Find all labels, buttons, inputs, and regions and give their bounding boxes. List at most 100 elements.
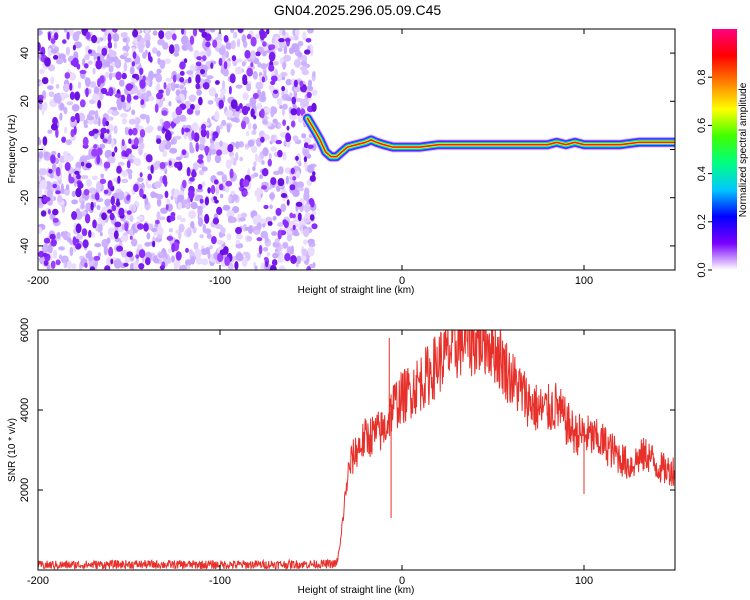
noise-speckle bbox=[39, 179, 48, 190]
noise-speckle bbox=[182, 179, 187, 189]
noise-speckle bbox=[277, 229, 282, 240]
noise-speckle bbox=[261, 90, 266, 101]
noise-speckle bbox=[185, 259, 192, 267]
noise-speckle bbox=[208, 245, 213, 250]
noise-speckle bbox=[201, 166, 208, 172]
noise-speckle bbox=[197, 217, 204, 227]
noise-speckle bbox=[55, 166, 61, 177]
noise-speckle bbox=[139, 172, 143, 178]
noise-speckle bbox=[282, 103, 288, 110]
noise-speckle bbox=[135, 254, 140, 259]
noise-speckle bbox=[72, 44, 76, 51]
noise-speckle bbox=[184, 132, 193, 137]
y-tick-label: 0 bbox=[19, 146, 31, 152]
noise-speckle bbox=[289, 114, 298, 120]
noise-speckle bbox=[209, 29, 216, 33]
noise-speckle bbox=[69, 91, 75, 100]
noise-speckle bbox=[137, 177, 144, 183]
noise-speckle bbox=[235, 152, 239, 161]
noise-speckle bbox=[130, 205, 135, 214]
noise-speckle bbox=[223, 61, 228, 70]
noise-speckle bbox=[285, 78, 293, 86]
noise-speckle bbox=[199, 234, 204, 239]
noise-speckle bbox=[198, 96, 203, 106]
noise-speckle bbox=[118, 191, 125, 201]
noise-speckle bbox=[145, 40, 151, 49]
noise-speckle bbox=[101, 29, 107, 32]
noise-speckle bbox=[108, 65, 114, 73]
noise-speckle bbox=[206, 48, 212, 57]
noise-speckle bbox=[310, 199, 315, 208]
noise-speckle bbox=[159, 59, 166, 70]
noise-speckle bbox=[194, 196, 201, 201]
noise-speckle bbox=[215, 80, 220, 85]
noise-speckle bbox=[93, 86, 100, 96]
noise-speckle bbox=[96, 181, 102, 192]
noise-speckle bbox=[188, 189, 195, 200]
noise-speckle bbox=[139, 67, 144, 76]
noise-speckle bbox=[284, 253, 291, 262]
x-tick-label: 0 bbox=[399, 275, 405, 287]
noise-speckle bbox=[124, 209, 128, 214]
snr-series-line bbox=[38, 330, 675, 570]
noise-speckle bbox=[282, 119, 286, 126]
noise-speckle bbox=[93, 144, 98, 149]
noise-speckle bbox=[253, 172, 259, 178]
noise-speckle bbox=[279, 105, 283, 109]
noise-speckle bbox=[146, 125, 154, 132]
noise-speckle bbox=[239, 103, 243, 109]
noise-speckle bbox=[274, 68, 278, 78]
noise-speckle bbox=[263, 204, 269, 210]
noise-speckle bbox=[58, 53, 66, 60]
noise-speckle bbox=[201, 31, 208, 38]
noise-speckle bbox=[170, 139, 174, 145]
noise-speckle bbox=[107, 134, 112, 145]
noise-speckle bbox=[143, 222, 149, 232]
noise-speckle bbox=[190, 201, 198, 210]
noise-speckle bbox=[114, 146, 118, 153]
noise-speckle bbox=[126, 195, 131, 201]
noise-speckle bbox=[242, 179, 250, 187]
noise-speckle bbox=[295, 201, 303, 207]
noise-speckle bbox=[193, 132, 200, 143]
noise-speckle bbox=[293, 79, 298, 88]
noise-speckle bbox=[85, 31, 91, 40]
noise-speckle bbox=[221, 147, 230, 155]
noise-speckle bbox=[50, 76, 55, 85]
noise-speckle bbox=[269, 264, 277, 270]
noise-speckle bbox=[100, 173, 105, 179]
noise-speckle bbox=[225, 109, 234, 118]
noise-speckle bbox=[239, 156, 244, 162]
noise-speckle bbox=[211, 236, 217, 245]
noise-speckle bbox=[186, 264, 191, 270]
noise-speckle bbox=[88, 187, 97, 194]
noise-speckle bbox=[202, 55, 207, 61]
noise-speckle bbox=[309, 214, 315, 221]
noise-speckle bbox=[62, 39, 67, 44]
noise-speckle bbox=[38, 226, 43, 234]
noise-speckle bbox=[191, 170, 197, 178]
snr-ylabel: SNR (10 * v/v) bbox=[7, 418, 18, 482]
noise-speckle bbox=[269, 204, 273, 210]
noise-speckle bbox=[38, 175, 41, 182]
noise-speckle bbox=[224, 185, 230, 193]
noise-speckle bbox=[190, 221, 195, 229]
noise-speckle bbox=[111, 138, 115, 148]
noise-speckle bbox=[85, 178, 92, 188]
noise-speckle bbox=[110, 258, 114, 265]
noise-speckle bbox=[144, 49, 149, 56]
noise-speckle bbox=[284, 38, 291, 43]
noise-speckle bbox=[235, 141, 240, 150]
noise-speckle bbox=[236, 58, 243, 63]
noise-speckle bbox=[177, 202, 182, 210]
noise-speckle bbox=[139, 113, 148, 120]
noise-speckle bbox=[52, 208, 59, 216]
noise-speckle bbox=[176, 99, 182, 104]
noise-speckle bbox=[207, 100, 214, 105]
noise-speckle bbox=[63, 106, 68, 115]
noise-speckle bbox=[204, 145, 210, 154]
noise-speckle bbox=[188, 210, 197, 219]
noise-speckle bbox=[105, 59, 110, 67]
noise-speckle bbox=[146, 232, 151, 240]
noise-speckle bbox=[217, 31, 222, 39]
